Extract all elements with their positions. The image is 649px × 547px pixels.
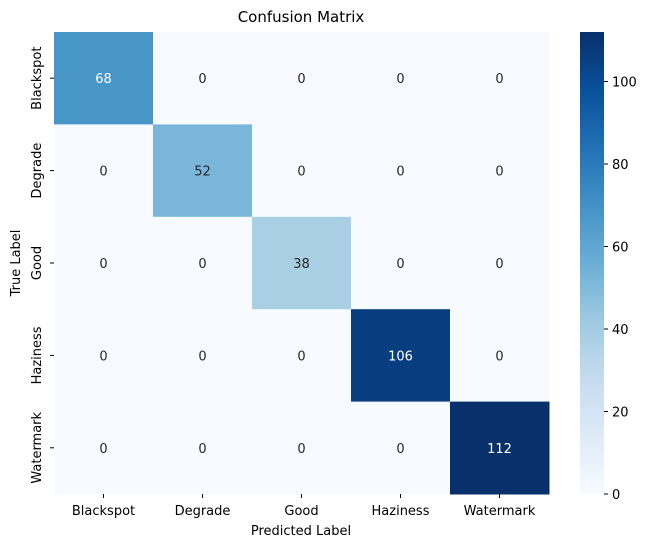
- heatmap-cell-label: 0: [198, 257, 206, 272]
- heatmap-cell-label: 0: [297, 349, 305, 364]
- y-axis-title: True Label: [9, 230, 24, 298]
- heatmap-cell: [153, 124, 253, 218]
- heatmap-cell-label: 0: [297, 72, 305, 87]
- heatmap-cell: [351, 309, 451, 403]
- colorbar-gradient: [580, 32, 604, 494]
- heatmap-cell: [252, 309, 352, 403]
- y-tick-label: Watermark: [30, 411, 45, 483]
- heatmap-cell: [351, 216, 451, 310]
- colorbar: 0 20 40 60 80 100: [580, 32, 637, 503]
- y-tick-label: Haziness: [30, 326, 45, 384]
- heatmap-cell: [351, 401, 451, 495]
- x-axis-title: Predicted Label: [251, 524, 351, 539]
- heatmap-cell-label: 0: [495, 349, 503, 364]
- x-axis-ticks: Blackspot Degrade Good Haziness Watermark: [72, 494, 536, 519]
- heatmap-cell: [252, 216, 352, 310]
- heatmap-cell: [54, 309, 154, 403]
- chart-title: Confusion Matrix: [238, 8, 365, 26]
- x-tick-label: Good: [284, 504, 318, 519]
- heatmap-cell-label: 0: [99, 165, 107, 180]
- heatmap-cell: [450, 309, 550, 403]
- colorbar-tick-label: 80: [612, 158, 629, 173]
- heatmap-cell-label: 0: [396, 165, 404, 180]
- colorbar-tick-label: 60: [612, 241, 629, 256]
- colorbar-tick-label: 40: [612, 323, 629, 338]
- heatmap-cell-label: 0: [99, 257, 107, 272]
- heatmap-cell-label: 52: [194, 165, 211, 180]
- heatmap-cell: [450, 216, 550, 310]
- heatmap-cell-label: 112: [487, 442, 512, 457]
- x-tick-label: Blackspot: [72, 504, 135, 519]
- colorbar-ticks: 0 20 40 60 80 100: [604, 76, 637, 503]
- heatmap-cell: [351, 32, 451, 125]
- heatmap-cell: [252, 401, 352, 495]
- heatmap-cell-label: 106: [388, 349, 413, 364]
- heatmap-cell: [153, 401, 253, 495]
- heatmap-cell: [153, 309, 253, 403]
- y-axis-ticks: Blackspot Degrade Good Haziness Watermark: [30, 47, 54, 484]
- heatmap-cell-label: 0: [99, 442, 107, 457]
- heatmap-cell: [450, 401, 550, 495]
- heatmap-cell-label: 0: [198, 72, 206, 87]
- heatmap-cells: [54, 32, 550, 495]
- colorbar-tick-label: 20: [612, 406, 629, 421]
- heatmap-cell: [153, 216, 253, 310]
- heatmap-cell-label: 0: [396, 72, 404, 87]
- heatmap-cell-label: 68: [95, 72, 112, 87]
- heatmap-cell-label: 0: [297, 442, 305, 457]
- heatmap-cell-label: 0: [198, 442, 206, 457]
- y-tick-label: Good: [30, 246, 45, 280]
- y-tick-label: Blackspot: [30, 47, 45, 110]
- colorbar-tick-label: 100: [612, 76, 637, 91]
- heatmap-cell: [351, 124, 451, 218]
- heatmap-cell-labels: 68 0 0 0 0 0 52 0 0 0 0 0 38 0 0 0 0 0 106 0 0 0 0 0 112: [95, 72, 512, 457]
- heatmap-cell-label: 38: [293, 257, 310, 272]
- x-tick-label: Watermark: [464, 504, 536, 519]
- heatmap-cell-label: 0: [297, 165, 305, 180]
- heatmap-cell: [153, 32, 253, 125]
- heatmap-cell-label: 0: [495, 257, 503, 272]
- colorbar-tick-label: 0: [612, 488, 620, 503]
- heatmap-cell: [252, 124, 352, 218]
- heatmap-cell: [54, 124, 154, 218]
- heatmap-cell-label: 0: [396, 442, 404, 457]
- heatmap-cell-label: 0: [495, 165, 503, 180]
- heatmap-cell-label: 0: [198, 349, 206, 364]
- heatmap-cell: [252, 32, 352, 125]
- heatmap-cell: [54, 32, 154, 125]
- heatmap-cell-label: 0: [99, 349, 107, 364]
- heatmap-cell: [54, 401, 154, 495]
- x-tick-label: Degrade: [175, 504, 231, 519]
- heatmap-cell-label: 0: [396, 257, 404, 272]
- heatmap-cell: [450, 124, 550, 218]
- y-tick-label: Degrade: [30, 143, 45, 199]
- x-tick-label: Haziness: [372, 504, 430, 519]
- heatmap-cell: [54, 216, 154, 310]
- heatmap-cell: [450, 32, 550, 125]
- heatmap-cell-label: 0: [495, 72, 503, 87]
